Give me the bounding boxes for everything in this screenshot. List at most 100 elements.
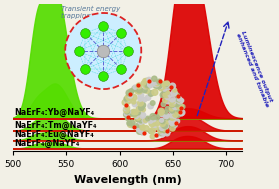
- Circle shape: [169, 119, 174, 124]
- Circle shape: [136, 110, 140, 115]
- Circle shape: [126, 97, 130, 101]
- Circle shape: [161, 84, 166, 89]
- Text: NaErF₄:Yb@NaYF₄: NaErF₄:Yb@NaYF₄: [14, 108, 94, 117]
- Circle shape: [125, 109, 131, 114]
- Circle shape: [149, 128, 155, 134]
- Circle shape: [140, 131, 145, 135]
- Circle shape: [173, 88, 177, 92]
- Circle shape: [136, 83, 142, 89]
- Circle shape: [124, 107, 128, 111]
- Circle shape: [136, 115, 141, 120]
- Circle shape: [127, 112, 132, 117]
- Circle shape: [177, 99, 182, 104]
- Circle shape: [180, 99, 184, 102]
- Text: Luminescence output
enhanced and tunable: Luminescence output enhanced and tunable: [235, 30, 275, 108]
- Circle shape: [162, 83, 167, 87]
- Circle shape: [157, 79, 162, 84]
- Circle shape: [125, 109, 129, 114]
- Circle shape: [153, 81, 159, 87]
- Circle shape: [140, 123, 144, 128]
- Circle shape: [167, 85, 171, 90]
- Circle shape: [145, 78, 149, 82]
- Circle shape: [165, 82, 170, 87]
- Circle shape: [147, 77, 151, 82]
- Circle shape: [140, 102, 146, 108]
- Circle shape: [170, 102, 175, 108]
- Circle shape: [170, 108, 175, 113]
- Circle shape: [177, 97, 182, 101]
- Circle shape: [169, 96, 175, 102]
- Text: NaErF₄@NaYF₄: NaErF₄@NaYF₄: [0, 188, 1, 189]
- Circle shape: [125, 95, 129, 99]
- Circle shape: [168, 93, 172, 97]
- Circle shape: [131, 94, 137, 100]
- Circle shape: [136, 106, 142, 111]
- Circle shape: [130, 94, 133, 98]
- Circle shape: [136, 128, 143, 134]
- Circle shape: [139, 105, 144, 111]
- Circle shape: [154, 120, 160, 126]
- Circle shape: [170, 114, 174, 118]
- Circle shape: [122, 100, 128, 105]
- Circle shape: [165, 106, 170, 112]
- Circle shape: [169, 100, 175, 107]
- Circle shape: [165, 81, 169, 85]
- Circle shape: [125, 116, 129, 120]
- Text: NaErF₄:Eu@NaYF₄: NaErF₄:Eu@NaYF₄: [0, 188, 1, 189]
- Circle shape: [157, 113, 161, 117]
- Circle shape: [162, 127, 167, 133]
- Circle shape: [172, 116, 176, 120]
- Circle shape: [65, 13, 141, 89]
- Circle shape: [176, 97, 181, 102]
- Circle shape: [136, 125, 142, 131]
- Circle shape: [158, 110, 164, 115]
- Circle shape: [145, 82, 151, 88]
- Circle shape: [132, 102, 137, 107]
- Circle shape: [138, 100, 143, 106]
- Circle shape: [160, 126, 164, 130]
- Circle shape: [162, 122, 168, 128]
- Text: NaErF₄:Eu@NaYF₄: NaErF₄:Eu@NaYF₄: [14, 130, 94, 139]
- Circle shape: [148, 119, 153, 123]
- Circle shape: [143, 98, 147, 102]
- X-axis label: Wavelength (nm): Wavelength (nm): [74, 175, 181, 185]
- Circle shape: [164, 130, 170, 136]
- Circle shape: [145, 95, 151, 100]
- Circle shape: [161, 102, 166, 107]
- Circle shape: [163, 123, 169, 129]
- Circle shape: [175, 119, 180, 123]
- Circle shape: [151, 117, 156, 122]
- Circle shape: [126, 96, 131, 101]
- Circle shape: [164, 82, 169, 86]
- Circle shape: [169, 110, 174, 114]
- Circle shape: [166, 120, 170, 124]
- Circle shape: [148, 91, 154, 96]
- Circle shape: [130, 123, 134, 128]
- Circle shape: [165, 83, 170, 88]
- Circle shape: [155, 81, 160, 86]
- Circle shape: [128, 93, 133, 98]
- Circle shape: [124, 98, 130, 104]
- Circle shape: [162, 88, 166, 92]
- Circle shape: [135, 118, 139, 122]
- Circle shape: [137, 91, 141, 95]
- Circle shape: [160, 120, 165, 126]
- Circle shape: [140, 121, 144, 125]
- Circle shape: [129, 111, 134, 116]
- Circle shape: [146, 116, 150, 121]
- Circle shape: [153, 125, 158, 130]
- Circle shape: [148, 82, 154, 88]
- Circle shape: [132, 86, 137, 91]
- Circle shape: [138, 96, 143, 101]
- Circle shape: [125, 105, 130, 110]
- Circle shape: [155, 83, 162, 89]
- Circle shape: [144, 88, 150, 93]
- Circle shape: [162, 87, 167, 91]
- Circle shape: [136, 123, 140, 127]
- Circle shape: [130, 110, 136, 116]
- Circle shape: [143, 84, 148, 89]
- Circle shape: [158, 128, 163, 133]
- Circle shape: [133, 85, 137, 89]
- Circle shape: [175, 93, 179, 97]
- Circle shape: [135, 89, 140, 94]
